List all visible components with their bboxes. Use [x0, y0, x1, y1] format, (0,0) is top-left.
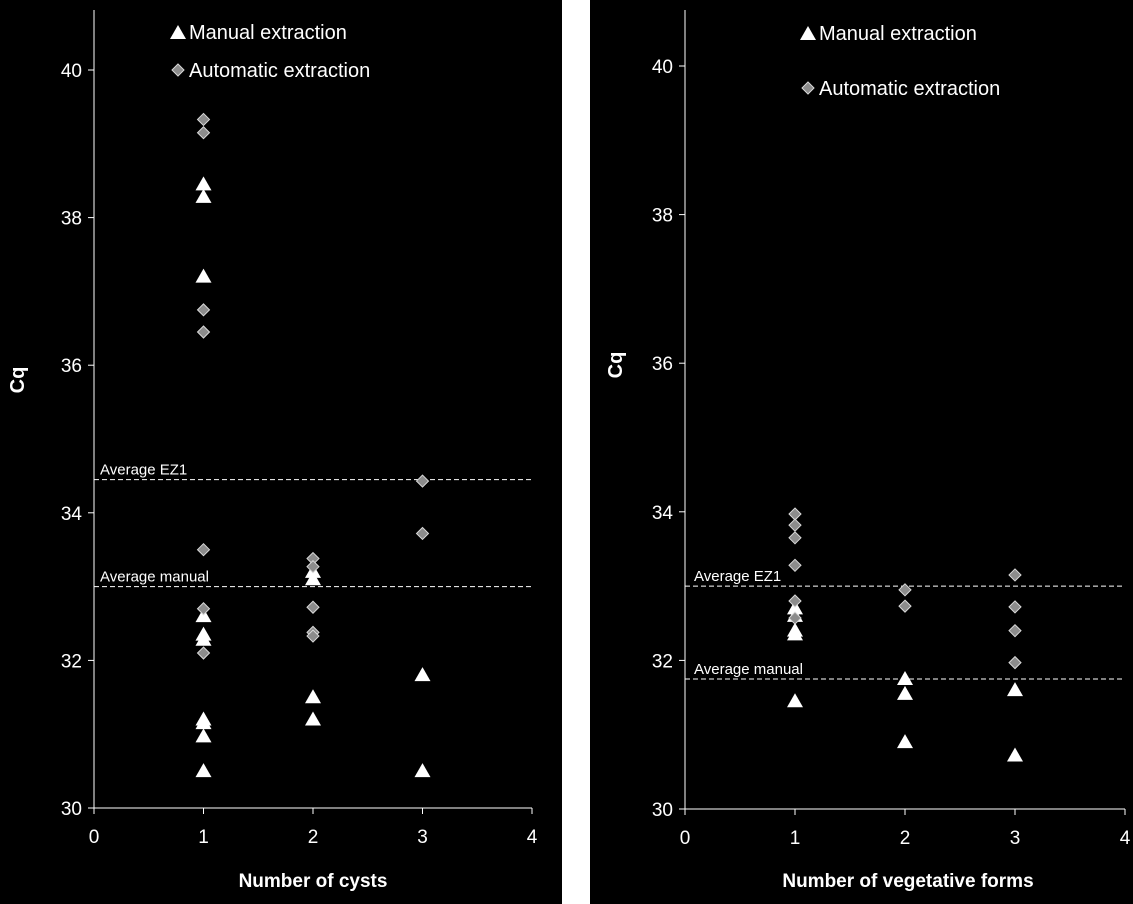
manual-extraction-point	[897, 685, 913, 700]
y-tick-label: 30	[61, 799, 82, 820]
x-tick-label: 3	[417, 827, 428, 848]
reference-line-label: Average manual	[694, 661, 803, 678]
y-tick-label: 32	[652, 651, 673, 672]
automatic-extraction-point	[196, 325, 211, 339]
manual-extraction-point	[787, 626, 803, 641]
manual-extraction-point	[1007, 682, 1023, 697]
y-axis-title: Cq	[605, 352, 627, 379]
manual-extraction-point	[414, 763, 431, 778]
manual-extraction-point	[414, 667, 431, 682]
automatic-extraction-point	[415, 526, 430, 541]
automatic-extraction-point	[306, 600, 320, 614]
y-tick-label: 38	[652, 206, 673, 227]
x-tick-label: 3	[1010, 828, 1021, 849]
automatic-extraction-point	[898, 583, 912, 597]
y-tick-label: 32	[61, 651, 82, 672]
manual-extraction-point	[195, 631, 212, 646]
manual-extraction-point	[305, 711, 321, 726]
x-tick-label: 2	[900, 828, 911, 849]
reference-line-label: Average EZ1	[100, 462, 187, 479]
automatic-extraction-point	[196, 303, 211, 317]
automatic-extraction-point	[196, 112, 211, 127]
reference-line-label: Average EZ1	[694, 568, 781, 585]
automatic-extraction-point	[1008, 568, 1022, 582]
y-tick-label: 40	[652, 57, 673, 78]
y-tick-label: 40	[61, 61, 82, 82]
legend-label: Automatic extraction	[819, 78, 1000, 100]
manual-extraction-point	[897, 670, 913, 685]
automatic-extraction-point	[306, 629, 320, 643]
automatic-extraction-point	[196, 602, 211, 616]
automatic-extraction-point	[788, 507, 802, 521]
y-tick-label: 30	[652, 800, 673, 821]
manual-extraction-point	[195, 268, 212, 283]
legend-label: Manual extraction	[189, 22, 347, 44]
manual-extraction-point	[305, 689, 321, 704]
automatic-extraction-point	[415, 474, 430, 488]
automatic-extraction-point	[788, 558, 802, 573]
automatic-extraction-point	[788, 611, 802, 625]
automatic-extraction-point	[196, 646, 211, 660]
manual-extraction-point	[195, 728, 212, 743]
automatic-extraction-point	[898, 599, 912, 613]
manual-extraction-point	[897, 734, 913, 749]
y-tick-label: 36	[61, 356, 82, 377]
y-tick-label: 38	[61, 209, 82, 230]
legend-triangle-icon	[170, 25, 186, 39]
automatic-extraction-point	[1008, 623, 1022, 638]
x-axis-title: Number of vegetative forms	[782, 871, 1033, 892]
automatic-extraction-point	[788, 594, 802, 608]
x-tick-label: 2	[308, 827, 319, 848]
automatic-extraction-point	[1008, 655, 1022, 670]
x-tick-label: 4	[527, 827, 538, 848]
manual-extraction-point	[195, 188, 212, 203]
legend-label: Manual extraction	[819, 23, 977, 45]
y-tick-label: 34	[652, 503, 674, 524]
manual-extraction-point	[305, 571, 321, 586]
reference-line-label: Average manual	[100, 569, 209, 586]
x-tick-label: 4	[1120, 828, 1131, 849]
x-tick-label: 1	[198, 827, 209, 848]
y-tick-label: 34	[61, 504, 83, 525]
x-tick-label: 0	[89, 827, 100, 848]
manual-extraction-point	[195, 763, 212, 778]
automatic-extraction-point	[306, 559, 320, 574]
manual-extraction-point	[787, 693, 803, 708]
automatic-extraction-point	[196, 126, 211, 140]
manual-extraction-point	[195, 176, 212, 191]
chart-panel-vegetative: 30 32 34 36 38 40 0 1 2 3 4 Number of vegetative fo…	[590, 0, 1133, 904]
x-tick-label: 0	[680, 828, 691, 849]
x-axis-title: Number of cysts	[239, 871, 388, 892]
legend-triangle-icon	[800, 26, 816, 40]
y-axis-title: Cq	[7, 367, 29, 394]
manual-extraction-point	[1007, 747, 1023, 762]
manual-extraction-point	[195, 715, 212, 730]
x-tick-label: 1	[790, 828, 801, 849]
automatic-extraction-point	[196, 542, 211, 557]
automatic-extraction-point	[788, 518, 802, 532]
legend-diamond-icon	[801, 81, 815, 95]
automatic-extraction-point	[1008, 600, 1022, 614]
legend-diamond-icon	[171, 63, 185, 77]
chart-panel-cysts: 30 32 34 36 38 40 0 1 2 3 4 Number of cysts Cq Averag…	[0, 0, 562, 904]
legend-label: Automatic extraction	[189, 60, 370, 82]
y-tick-label: 36	[652, 354, 673, 375]
automatic-extraction-point	[788, 531, 802, 545]
